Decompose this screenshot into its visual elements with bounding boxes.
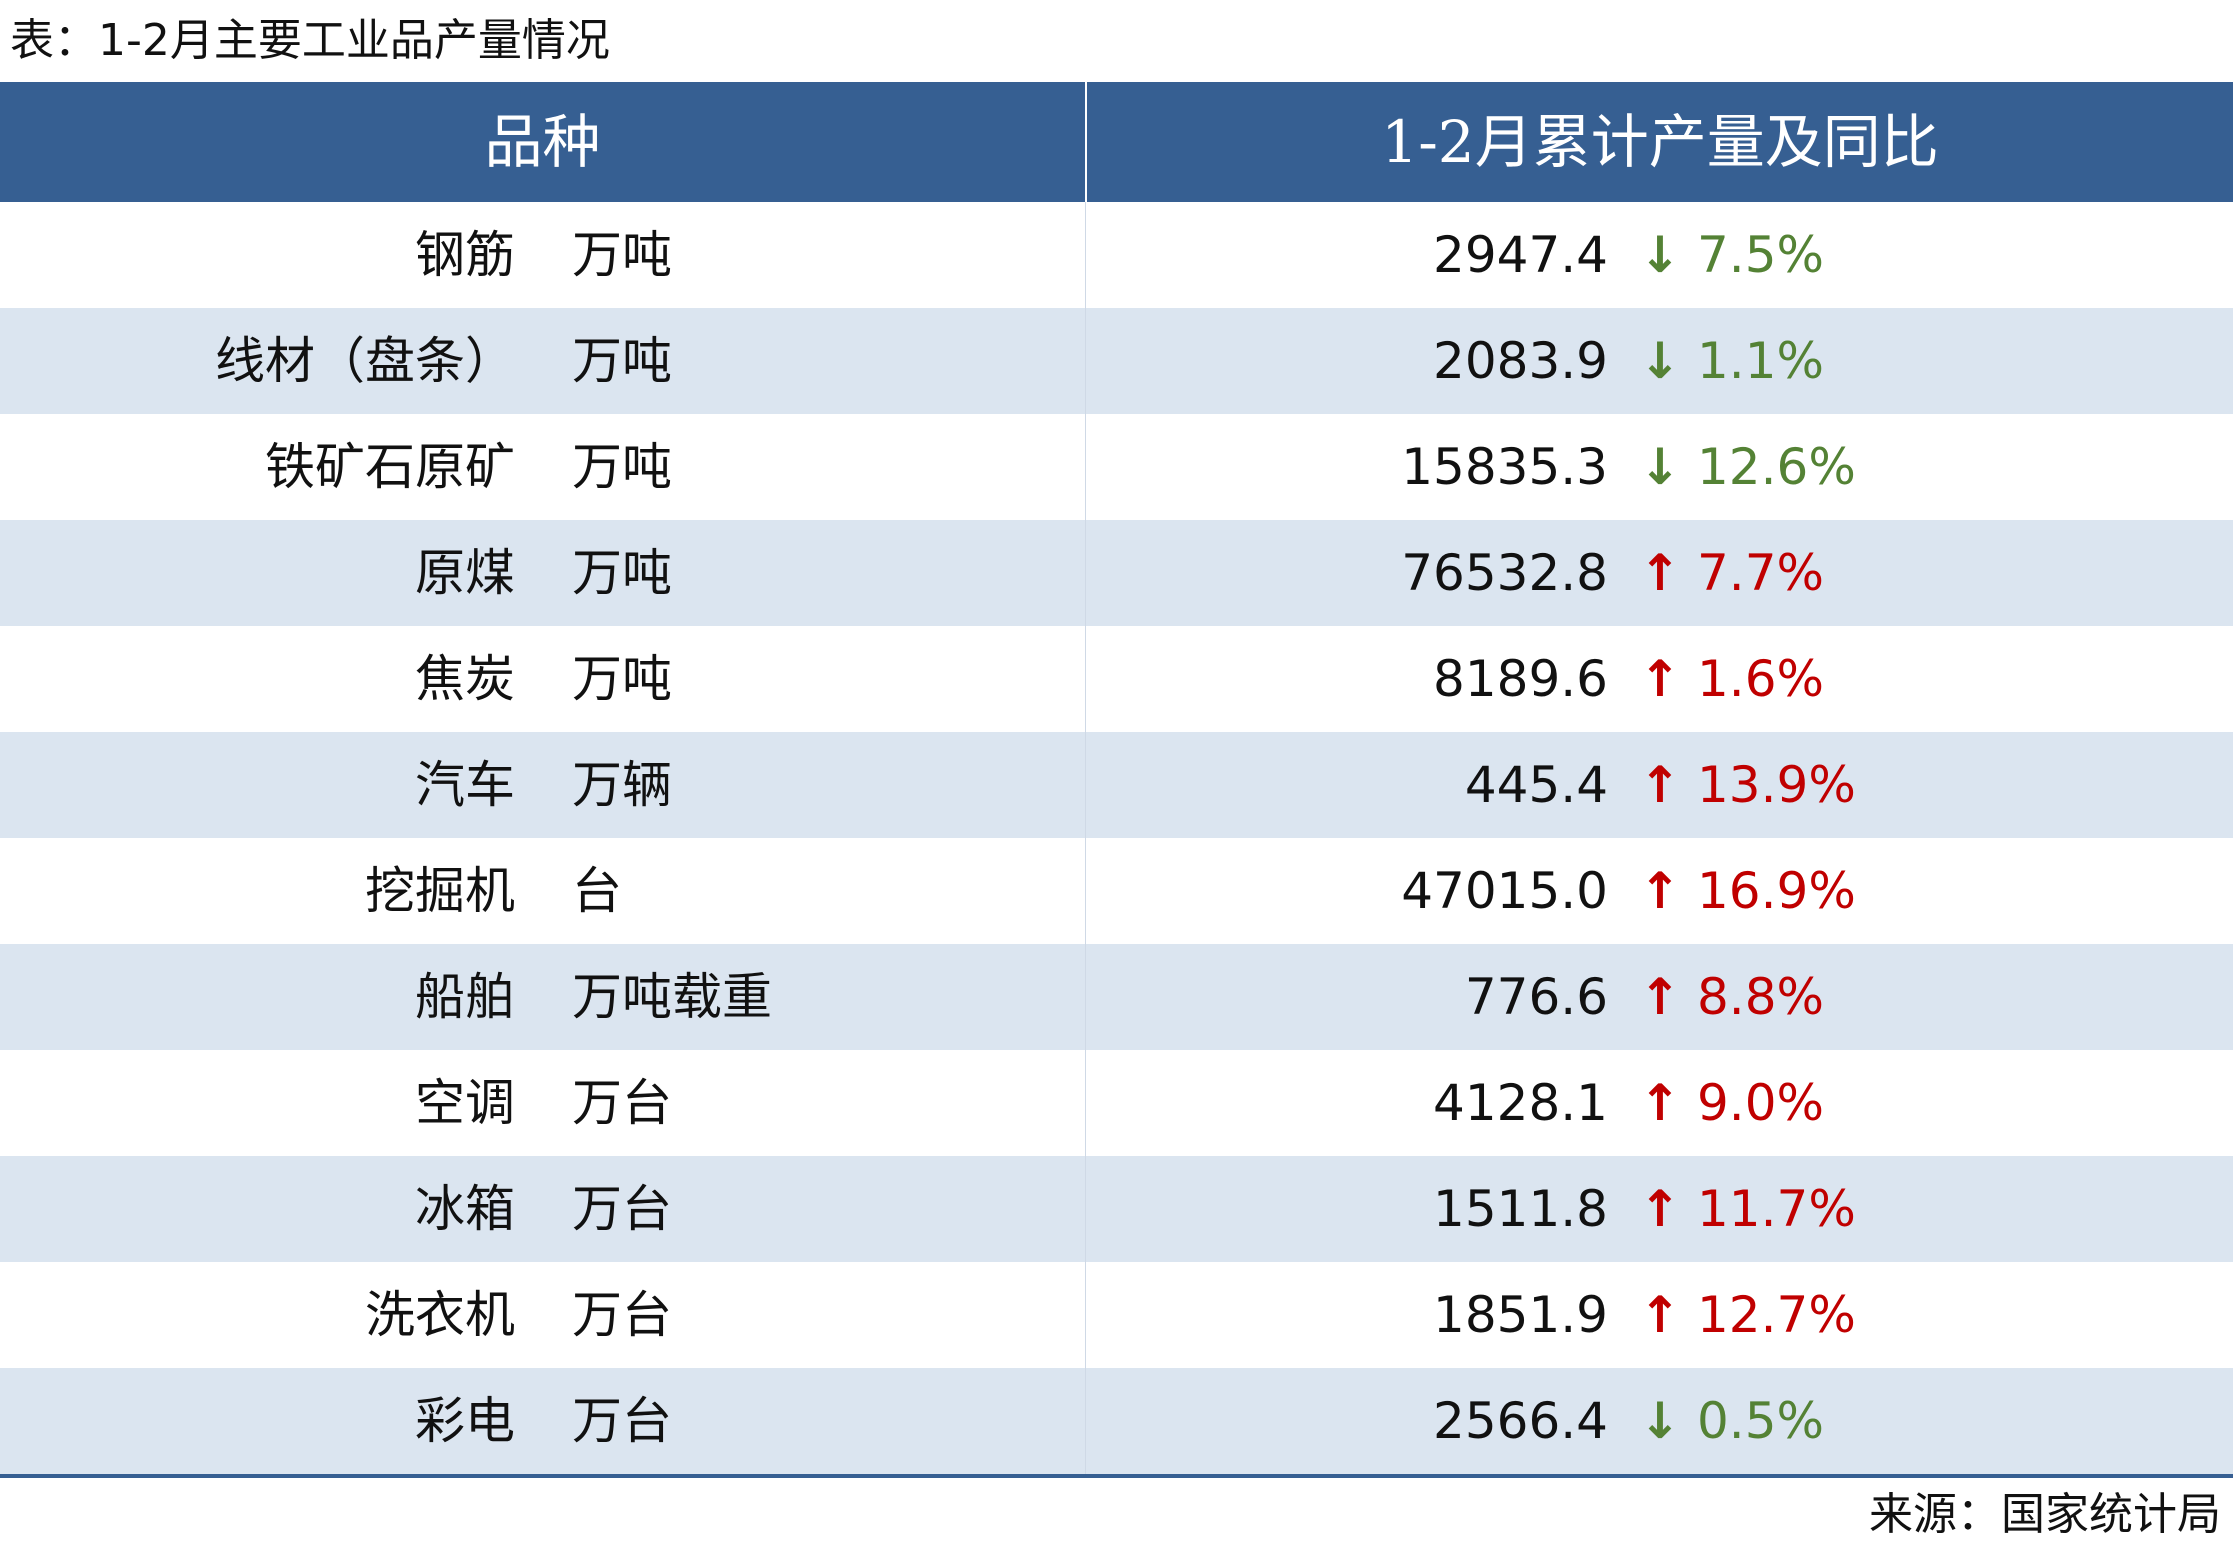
table-bottom-rule bbox=[0, 1474, 2233, 1478]
source-note: 来源：国家统计局 bbox=[1869, 1489, 2221, 1540]
output-value: 776.6 bbox=[1464, 968, 1608, 1026]
output-value: 2947.4 bbox=[1433, 226, 1608, 284]
product-name: 铁矿石原矿 bbox=[265, 438, 515, 496]
product-name: 空调 bbox=[415, 1074, 515, 1132]
table-body: 钢筋 万吨 2947.4 ↓ 7.5% 线材（盘条） 万吨 2083.9 ↓ 1.1% 铁矿石原矿万… bbox=[0, 202, 2233, 1474]
product-unit: 万吨 bbox=[572, 544, 672, 602]
product-name: 挖掘机 bbox=[365, 862, 515, 920]
product-name: 原煤 bbox=[415, 544, 515, 602]
column-divider bbox=[1085, 414, 1086, 520]
column-divider bbox=[1085, 732, 1086, 838]
product-name: 焦炭 bbox=[415, 650, 515, 708]
column-divider bbox=[1085, 1050, 1086, 1156]
output-value: 2083.9 bbox=[1433, 332, 1608, 390]
product-name: 冰箱 bbox=[415, 1180, 515, 1238]
product-unit: 万吨 bbox=[572, 650, 672, 708]
column-divider bbox=[1085, 1156, 1086, 1262]
arrow-up-icon: ↑ bbox=[1639, 544, 1681, 602]
yoy-change: 8.8% bbox=[1697, 968, 1825, 1026]
product-name: 船舶 bbox=[415, 968, 515, 1026]
arrow-down-icon: ↓ bbox=[1639, 1392, 1681, 1450]
column-divider bbox=[1085, 520, 1086, 626]
yoy-change: 12.7% bbox=[1697, 1286, 1856, 1344]
yoy-change: 11.7% bbox=[1697, 1180, 1856, 1238]
product-name: 线材（盘条） bbox=[215, 332, 515, 390]
product-unit: 万台 bbox=[572, 1074, 672, 1132]
product-unit: 台 bbox=[572, 862, 622, 920]
arrow-down-icon: ↓ bbox=[1639, 332, 1681, 390]
product-unit: 万辆 bbox=[572, 756, 672, 814]
table-row: 洗衣机 万台 1851.9 ↑ 12.7% bbox=[0, 1262, 2233, 1368]
arrow-up-icon: ↑ bbox=[1639, 1180, 1681, 1238]
product-unit: 万吨 bbox=[572, 438, 672, 496]
table-row: 汽车 万辆 445.4 ↑ 13.9% bbox=[0, 732, 2233, 838]
column-divider bbox=[1085, 308, 1086, 414]
arrow-up-icon: ↑ bbox=[1639, 1286, 1681, 1344]
table-row: 线材（盘条） 万吨 2083.9 ↓ 1.1% bbox=[0, 308, 2233, 414]
yoy-change: 12.6% bbox=[1697, 438, 1856, 496]
table-header: 品种 1-2月累计产量及同比 bbox=[0, 82, 2233, 202]
output-value: 445.4 bbox=[1464, 756, 1608, 814]
table-row: 空调 万台 4128.1 ↑ 9.0% bbox=[0, 1050, 2233, 1156]
table-row: 船舶 万吨载重 776.6 ↑ 8.8% bbox=[0, 944, 2233, 1050]
product-name: 洗衣机 bbox=[365, 1286, 515, 1344]
arrow-up-icon: ↑ bbox=[1639, 968, 1681, 1026]
arrow-down-icon: ↓ bbox=[1639, 226, 1681, 284]
arrow-up-icon: ↑ bbox=[1639, 862, 1681, 920]
output-value: 15835.3 bbox=[1401, 438, 1608, 496]
product-name: 彩电 bbox=[415, 1392, 515, 1450]
column-divider bbox=[1085, 202, 1086, 308]
yoy-change: 9.0% bbox=[1697, 1074, 1825, 1132]
column-divider bbox=[1085, 1368, 1086, 1474]
product-name: 钢筋 bbox=[415, 226, 515, 284]
yoy-change: 0.5% bbox=[1697, 1392, 1825, 1450]
output-value: 4128.1 bbox=[1433, 1074, 1608, 1132]
output-value: 1851.9 bbox=[1433, 1286, 1608, 1344]
table-caption: 表：1-2月主要工业品产量情况 bbox=[10, 15, 610, 66]
arrow-down-icon: ↓ bbox=[1639, 438, 1681, 496]
column-header-variety: 品种 bbox=[484, 108, 601, 176]
column-divider bbox=[1085, 626, 1086, 732]
arrow-up-icon: ↑ bbox=[1639, 1074, 1681, 1132]
yoy-change: 7.5% bbox=[1697, 226, 1825, 284]
column-divider bbox=[1085, 1262, 1086, 1368]
table-row: 挖掘机台 47015.0 ↑ 16.9% bbox=[0, 838, 2233, 944]
product-unit: 万台 bbox=[572, 1392, 672, 1450]
product-unit: 万台 bbox=[572, 1286, 672, 1344]
product-unit: 万吨载重 bbox=[572, 968, 772, 1026]
product-name: 汽车 bbox=[415, 756, 515, 814]
output-value: 2566.4 bbox=[1433, 1392, 1608, 1450]
yoy-change: 13.9% bbox=[1697, 756, 1856, 814]
table-row: 彩电 万台 2566.4 ↓ 0.5% bbox=[0, 1368, 2233, 1474]
output-value: 1511.8 bbox=[1433, 1180, 1608, 1238]
table-row: 钢筋 万吨 2947.4 ↓ 7.5% bbox=[0, 202, 2233, 308]
table-row: 原煤 万吨 76532.8 ↑ 7.7% bbox=[0, 520, 2233, 626]
product-unit: 万台 bbox=[572, 1180, 672, 1238]
yoy-change: 1.6% bbox=[1697, 650, 1825, 708]
column-header-output: 1-2月累计产量及同比 bbox=[1381, 108, 1939, 176]
yoy-change: 7.7% bbox=[1697, 544, 1825, 602]
product-unit: 万吨 bbox=[572, 332, 672, 390]
arrow-up-icon: ↑ bbox=[1639, 650, 1681, 708]
yoy-change: 1.1% bbox=[1697, 332, 1825, 390]
table-row: 铁矿石原矿 万吨 15835.3 ↓ 12.6% bbox=[0, 414, 2233, 520]
output-value: 47015.0 bbox=[1401, 862, 1608, 920]
table-row: 焦炭 万吨 8189.6 ↑ 1.6% bbox=[0, 626, 2233, 732]
yoy-change: 16.9% bbox=[1697, 862, 1856, 920]
column-divider bbox=[1085, 838, 1086, 944]
output-value: 8189.6 bbox=[1433, 650, 1608, 708]
arrow-up-icon: ↑ bbox=[1639, 756, 1681, 814]
table-row: 冰箱 万台 1511.8 ↑ 11.7% bbox=[0, 1156, 2233, 1262]
output-value: 76532.8 bbox=[1401, 544, 1608, 602]
column-divider bbox=[1085, 944, 1086, 1050]
header-divider bbox=[1085, 82, 1087, 202]
product-unit: 万吨 bbox=[572, 226, 672, 284]
